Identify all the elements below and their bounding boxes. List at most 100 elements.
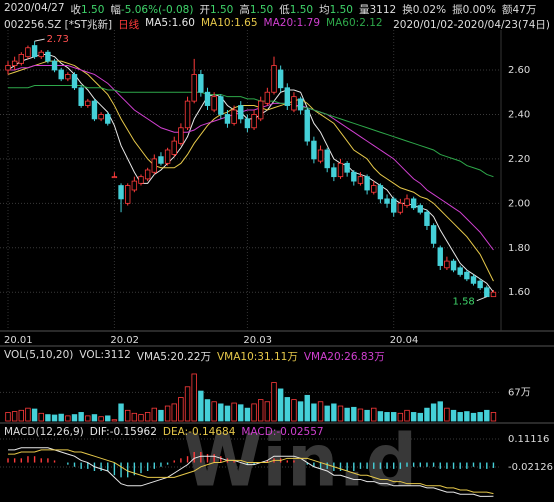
candle-body (390, 198, 397, 213)
volume-bar (477, 412, 483, 422)
candle-body (377, 185, 384, 200)
candle-body (91, 100, 98, 120)
legend-entry: VMA5:20.22万 (136, 351, 211, 363)
volume-bar (105, 415, 111, 422)
low-label: 1.58 (453, 297, 475, 308)
candle-body (184, 100, 191, 129)
candle-body (111, 176, 118, 179)
x-tick-label: 20.03 (243, 335, 272, 346)
candle-body (118, 185, 124, 200)
candle-body (204, 91, 211, 106)
candle-body (71, 74, 78, 89)
volume-bar (58, 413, 64, 422)
volume-bar (78, 412, 84, 422)
volume-bar (484, 409, 490, 422)
legend-entry: MA60:2.12 (326, 17, 383, 29)
volume-bar (211, 401, 217, 422)
candle-body (457, 267, 463, 275)
quote: 高1.50 (239, 2, 273, 17)
volume-bar (11, 411, 18, 422)
candle-body (477, 280, 483, 289)
x-tick-label: 20.04 (390, 335, 419, 346)
macd-line (8, 447, 494, 497)
quote-value: 1.50 (329, 4, 353, 16)
candle-body (85, 100, 91, 106)
candle-body (297, 98, 304, 111)
candle-body (244, 118, 251, 129)
candle-body (404, 198, 410, 206)
volume-bar (430, 403, 437, 422)
candle-body (484, 287, 490, 298)
candle-body (224, 114, 231, 124)
quote-label: 额 (501, 4, 513, 16)
stock-code: 002256.SZ [*ST兆新] (4, 19, 113, 31)
candle-body (364, 176, 370, 191)
y-tick-label: 2.40 (508, 109, 530, 120)
volume-bar (158, 409, 164, 422)
legend-entry: DEA:-0.14684 (162, 426, 236, 438)
volume-bar (238, 404, 244, 422)
legend-entry: MA10:1.65 (200, 17, 258, 29)
volume-bar (51, 414, 58, 422)
quote-value: 3112 (369, 4, 397, 16)
candle-body (58, 69, 64, 80)
quote: 幅-5.06%(-0.08) (110, 2, 193, 17)
candle-body (171, 140, 177, 155)
candle-body (45, 51, 51, 62)
volume-bar (184, 386, 191, 422)
volume-bar (171, 403, 177, 422)
candle-body (351, 171, 357, 182)
quote: 量3112 (359, 2, 396, 17)
candle-body (444, 260, 450, 269)
volume-bar (464, 411, 470, 422)
candle-body (271, 65, 277, 93)
candle-body (65, 74, 71, 80)
volume-bar (357, 408, 364, 422)
candle-body (397, 202, 404, 213)
candle-body (231, 109, 237, 124)
candle-body (198, 74, 204, 93)
ma-line (8, 65, 494, 251)
volume-bar (344, 407, 350, 422)
y-tick-label: 2.00 (508, 198, 530, 209)
volume-bar (45, 414, 51, 422)
volume-bar (390, 412, 397, 422)
macd-legend: MACD(12,26,9) DIF:-0.15962 DEA:-0.14684 MAC… (4, 426, 324, 438)
volume-legend: VOL(5,10,20) VOL:3112 VMA5:20.22万 VMA10:31.… (4, 349, 385, 364)
quote-label: 换 (402, 4, 413, 16)
candle-body (144, 169, 151, 180)
candle-body (264, 91, 271, 104)
quote: 均1.50 (319, 2, 353, 17)
volume-bar (31, 408, 38, 422)
volume-bar (410, 412, 417, 422)
volume-bar (191, 373, 197, 422)
quote: 开1.50 (199, 2, 233, 17)
legend-entry: MA20:1.79 (263, 17, 321, 29)
quote-value: 0.00% (462, 4, 496, 16)
volume-bar (244, 407, 251, 422)
annotation-line (34, 38, 45, 42)
candle-body (78, 87, 84, 106)
volume-bar (384, 412, 390, 422)
candle-body (251, 114, 257, 129)
candle-body (311, 140, 317, 160)
candle-body (284, 87, 290, 106)
volume-bar (138, 414, 144, 422)
volume-bar (264, 401, 271, 422)
candle-body (410, 198, 417, 209)
candle-body (277, 69, 284, 89)
quote-label: 均 (319, 4, 330, 16)
volume-bar (457, 412, 463, 422)
candle-body (211, 96, 217, 111)
volume-bar (144, 412, 151, 422)
candle-body (131, 180, 138, 191)
panel-title: MACD(12,26,9) (4, 426, 84, 438)
annotation-line (476, 296, 487, 302)
volume-bar (417, 412, 423, 422)
candle-body (304, 109, 310, 142)
legend-entry: MACD:-0.02557 (241, 426, 324, 438)
quote: 低1.50 (279, 2, 313, 17)
volume-bar (224, 405, 231, 422)
legend-entry: MA5:1.60 (145, 17, 195, 29)
